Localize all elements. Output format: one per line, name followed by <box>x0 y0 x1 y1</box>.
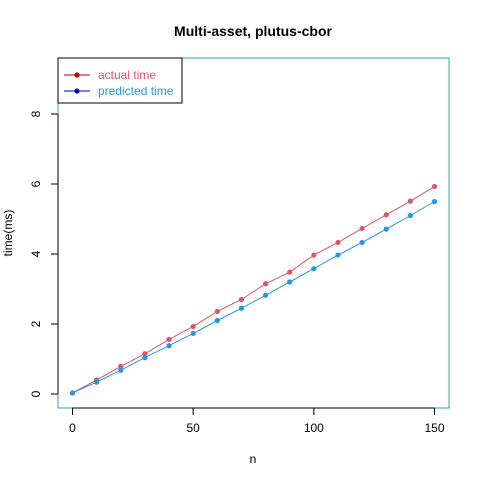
y-tick-label: 4 <box>29 250 43 257</box>
data-point-actual-time <box>431 183 438 190</box>
data-point-actual-time <box>142 351 148 357</box>
legend-marker-actual-time <box>74 72 80 78</box>
data-point-actual-time <box>383 212 389 218</box>
y-axis: 0 2 4 6 8 <box>29 110 59 397</box>
data-point-predicted-time <box>190 330 196 337</box>
y-tick-label: 6 <box>29 180 43 187</box>
legend-label-predicted-time: predicted time <box>98 84 174 98</box>
data-point-actual-time <box>359 225 365 232</box>
data-point-actual-time <box>287 269 293 275</box>
data-point-predicted-time <box>431 198 438 205</box>
data-point-predicted-time <box>166 343 172 349</box>
data-point-predicted-time <box>335 252 341 258</box>
data-point-predicted-time <box>69 390 76 396</box>
y-axis-label: time(ms) <box>1 210 15 257</box>
y-tick-label: 0 <box>29 390 43 397</box>
series-layer <box>69 183 438 396</box>
data-point-actual-time <box>311 252 317 258</box>
data-point-predicted-time <box>383 226 389 232</box>
data-point-predicted-time <box>118 367 124 373</box>
data-point-predicted-time <box>311 266 317 272</box>
data-point-actual-time <box>335 239 341 246</box>
series-line-predicted-time <box>72 201 435 394</box>
series-line-actual-time <box>72 185 435 394</box>
data-point-actual-time <box>407 198 413 204</box>
x-tick-label: 50 <box>186 421 200 435</box>
data-point-predicted-time <box>262 292 269 298</box>
data-point-actual-time <box>214 308 220 314</box>
y-tick-label: 2 <box>29 320 43 327</box>
legend-marker-predicted-time <box>74 88 80 94</box>
y-tick-label: 8 <box>29 110 43 117</box>
data-point-predicted-time <box>94 379 100 385</box>
x-tick-label: 100 <box>304 421 324 435</box>
legend-box <box>57 57 183 104</box>
data-point-actual-time <box>166 336 172 342</box>
x-axis: 0 50 100 150 <box>69 407 445 435</box>
x-tick-label: 150 <box>425 421 445 435</box>
legend-label-actual-time: actual time <box>98 68 156 82</box>
x-tick-label: 0 <box>69 421 76 435</box>
data-point-predicted-time <box>287 279 293 285</box>
data-point-actual-time <box>238 296 245 303</box>
data-point-actual-time <box>262 281 269 287</box>
data-point-predicted-time <box>238 305 245 311</box>
data-point-predicted-time <box>359 239 365 246</box>
data-point-actual-time <box>190 323 196 330</box>
chart-title: Multi-asset, plutus-cbor <box>174 23 332 39</box>
legend: actual time predicted time <box>57 57 183 104</box>
data-point-predicted-time <box>214 317 220 324</box>
data-point-actual-time <box>118 363 124 369</box>
data-point-predicted-time <box>142 355 148 361</box>
data-point-predicted-time <box>407 212 413 219</box>
x-axis-label: n <box>250 452 257 466</box>
